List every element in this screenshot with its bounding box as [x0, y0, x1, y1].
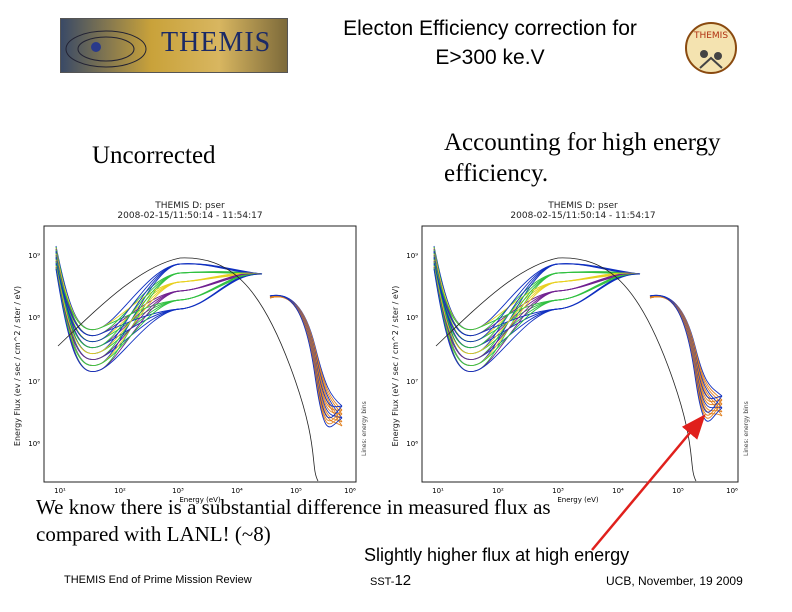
spectra-curves [55, 245, 343, 482]
esa-spectrum-line [433, 268, 641, 372]
themis-logo: THEMIS [60, 18, 288, 73]
body-text: We know there is a substantial differenc… [36, 495, 551, 546]
label-uncorrected: Uncorrected [92, 142, 216, 169]
x-ticks: 10¹ 10² 10³ 10⁴ 10⁵ 10⁶ [54, 487, 356, 495]
logo-text: THEMIS [161, 27, 272, 58]
plot-side-label: Lines: energy bins [361, 401, 368, 456]
x-ticks: 10¹ 10² 10³ 10⁴ 10⁵ 10⁶ [432, 487, 738, 495]
x-tick-label: 10⁵ [290, 487, 302, 495]
esa-spectrum-line [433, 266, 641, 360]
plot-corrected: THEMIS D: pser 2008-02-15/11:50:14 - 11:… [378, 196, 760, 512]
annotation-arrow [591, 414, 706, 551]
x-tick-label: 10⁴ [231, 487, 243, 495]
y-tick-label: 10⁸ [406, 314, 418, 322]
esa-spectrum-line [55, 267, 263, 366]
y-tick-label: 10⁸ [28, 314, 40, 322]
model-spectrum-line [57, 257, 319, 482]
esa-spectrum-line [433, 264, 641, 348]
title-line-2: E>300 ke.V [435, 46, 545, 69]
slide-title: Electon Efficiency correction for E>300 … [300, 14, 680, 72]
y-ticks: 10⁹ 10⁸ 10⁷ 10⁶ [28, 252, 40, 448]
plot-uncorrected-svg: THEMIS D: pser 2008-02-15/11:50:14 - 11:… [13, 201, 368, 504]
x-tick-label: 10⁶ [726, 487, 738, 495]
y-tick-label: 10⁶ [406, 440, 418, 448]
y-tick-label: 10⁹ [406, 252, 418, 260]
sst-spectrum-line [649, 294, 723, 422]
esa-spectrum-line [433, 267, 641, 366]
plot-xlabel: Energy (eV) [557, 496, 599, 504]
footer-page: SST-12 [370, 572, 411, 589]
footer-right: UCB, November, 19 2009 [606, 574, 743, 588]
y-tick-label: 10⁷ [28, 378, 40, 386]
plot-title: THEMIS D: pser [154, 201, 225, 211]
label-corrected: Accounting for high energy efficiency. [444, 129, 721, 187]
plot-ylabel: Energy Flux (ev / sec / cm^2 / ster / eV… [13, 286, 22, 446]
x-tick-label: 10⁵ [672, 487, 684, 495]
plot-time-range: 2008-02-15/11:50:14 - 11:54:17 [117, 211, 262, 221]
x-tick-label: 10² [492, 487, 504, 495]
plot-xlabel: Energy (eV) [179, 496, 221, 504]
footer-page-number: 12 [394, 572, 412, 589]
esa-spectrum-line [55, 266, 263, 360]
esa-spectrum-line [433, 265, 641, 354]
x-tick-label: 10³ [172, 487, 184, 495]
y-ticks: 10⁹ 10⁸ 10⁷ 10⁶ [406, 252, 418, 448]
esa-spectrum-line [55, 264, 263, 348]
x-tick-label: 10⁶ [344, 487, 356, 495]
y-tick-label: 10⁷ [406, 378, 418, 386]
plot-side-label: Lines: energy bins [743, 401, 750, 456]
x-tick-label: 10¹ [432, 487, 444, 495]
esa-spectrum-line [55, 265, 263, 354]
y-tick-label: 10⁹ [28, 252, 40, 260]
plot-uncorrected: THEMIS D: pser 2008-02-15/11:50:14 - 11:… [0, 196, 378, 512]
footer-left: THEMIS End of Prime Mission Review [64, 574, 252, 586]
title-line-1: Electon Efficiency correction for [343, 17, 637, 40]
x-tick-label: 10³ [552, 487, 564, 495]
badge-text: THEMIS [693, 31, 728, 41]
esa-spectrum-line [55, 268, 263, 372]
x-tick-label: 10² [114, 487, 126, 495]
x-tick-label: 10¹ [54, 487, 66, 495]
plot-frame [43, 225, 357, 483]
y-tick-label: 10⁶ [28, 440, 40, 448]
plot-time-range: 2008-02-15/11:50:14 - 11:54:17 [510, 211, 655, 221]
themis-mission-badge: THEMIS [685, 22, 737, 74]
plot-frame [421, 225, 739, 483]
plot-ylabel: Energy Flux (eV / sec / cm^2 / ster / eV… [391, 286, 400, 447]
plot-corrected-svg: THEMIS D: pser 2008-02-15/11:50:14 - 11:… [391, 201, 750, 504]
annotation-note: Slightly higher flux at high energy [364, 545, 630, 565]
plot-title: THEMIS D: pser [547, 201, 618, 211]
sst-spectrum-line [269, 294, 343, 428]
footer-page-prefix: SST- [370, 576, 395, 588]
model-spectrum-line [435, 257, 697, 482]
logo-globe-graphic [65, 30, 147, 68]
x-tick-label: 10⁴ [612, 487, 624, 495]
spectra-curves [433, 245, 723, 482]
